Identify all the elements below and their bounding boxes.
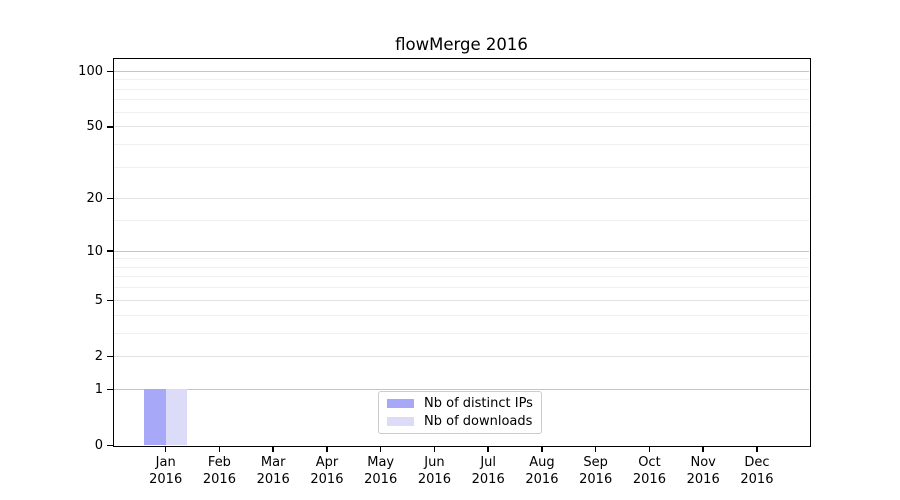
y-tick-mark — [107, 444, 114, 447]
y-gridline — [114, 250, 809, 252]
x-tick-label: Jan 2016 — [149, 454, 183, 488]
bars-layer — [114, 60, 809, 446]
x-tick-mark — [648, 445, 651, 452]
y-gridline — [114, 258, 809, 260]
y-tick-mark — [107, 388, 114, 391]
x-tick-label: Mar 2016 — [256, 454, 290, 488]
y-gridline — [114, 126, 809, 128]
y-tick-mark — [107, 70, 114, 73]
y-tick-mark — [107, 197, 114, 200]
y-gridline — [114, 355, 809, 357]
x-tick-mark — [379, 445, 382, 452]
x-tick-label: Aug 2016 — [525, 454, 559, 488]
chart-title: flowMerge 2016 — [395, 35, 528, 54]
y-tick-mark — [107, 355, 114, 358]
legend-item-distinct-ips: Nb of distinct IPs — [387, 396, 533, 411]
y-gridline — [114, 88, 809, 90]
y-tick-label: 2 — [94, 348, 103, 364]
x-tick-mark — [272, 445, 274, 452]
x-tick-label: Oct 2016 — [632, 454, 666, 488]
y-gridline — [114, 299, 809, 301]
y-gridline — [114, 79, 809, 81]
y-tick-label: 100 — [78, 63, 103, 79]
y-tick-label: 50 — [86, 119, 103, 135]
legend-label-downloads: Nb of downloads — [424, 414, 533, 429]
x-tick-mark — [218, 445, 221, 452]
legend-swatch-downloads — [387, 417, 414, 426]
x-tick-mark — [541, 445, 543, 452]
x-tick-label: Jun 2016 — [417, 454, 451, 488]
y-tick-label: 0 — [94, 438, 103, 453]
y-gridline — [114, 198, 809, 200]
plot-frame — [112, 58, 811, 447]
legend-item-downloads: Nb of downloads — [387, 414, 533, 429]
x-tick-mark — [326, 445, 328, 452]
y-gridline — [114, 70, 809, 72]
bar-distinct-ips — [144, 389, 166, 446]
y-gridline — [114, 287, 809, 289]
y-gridline — [114, 314, 809, 316]
x-tick-label: May 2016 — [364, 454, 398, 488]
legend-swatch-distinct-ips — [387, 399, 414, 408]
y-gridline — [114, 166, 809, 168]
x-tick-mark — [164, 445, 167, 452]
x-tick-mark — [594, 445, 597, 452]
x-tick-label: Feb 2016 — [202, 454, 236, 488]
plot-area — [114, 60, 809, 446]
y-tick-label: 1 — [94, 381, 103, 397]
x-tick-label: Sep 2016 — [579, 454, 613, 488]
x-tick-mark — [433, 445, 436, 452]
y-gridline — [114, 266, 809, 268]
y-tick-label: 20 — [86, 191, 103, 207]
x-tick-mark — [487, 445, 489, 452]
legend: Nb of distinct IPs Nb of downloads — [378, 391, 542, 434]
y-tick-mark — [107, 299, 114, 302]
x-tick-label: Nov 2016 — [686, 454, 720, 488]
y-tick-mark — [107, 250, 114, 252]
y-gridline — [114, 220, 809, 222]
x-tick-mark — [756, 445, 758, 452]
x-tick-label: Dec 2016 — [740, 454, 774, 488]
bar-downloads — [165, 389, 188, 446]
y-gridline — [114, 276, 809, 278]
legend-label-distinct-ips: Nb of distinct IPs — [424, 396, 533, 411]
y-gridline — [114, 332, 809, 334]
y-gridline — [114, 143, 809, 145]
x-tick-label: Jul 2016 — [471, 454, 505, 488]
x-tick-label: Apr 2016 — [310, 454, 344, 488]
y-tick-label: 10 — [86, 243, 103, 259]
y-gridline — [114, 99, 809, 101]
y-tick-mark — [107, 126, 114, 128]
y-gridline — [114, 111, 809, 113]
gridlines-layer — [114, 60, 809, 446]
y-gridline — [114, 388, 809, 390]
y-tick-label: 5 — [94, 292, 103, 308]
x-tick-mark — [702, 445, 704, 452]
